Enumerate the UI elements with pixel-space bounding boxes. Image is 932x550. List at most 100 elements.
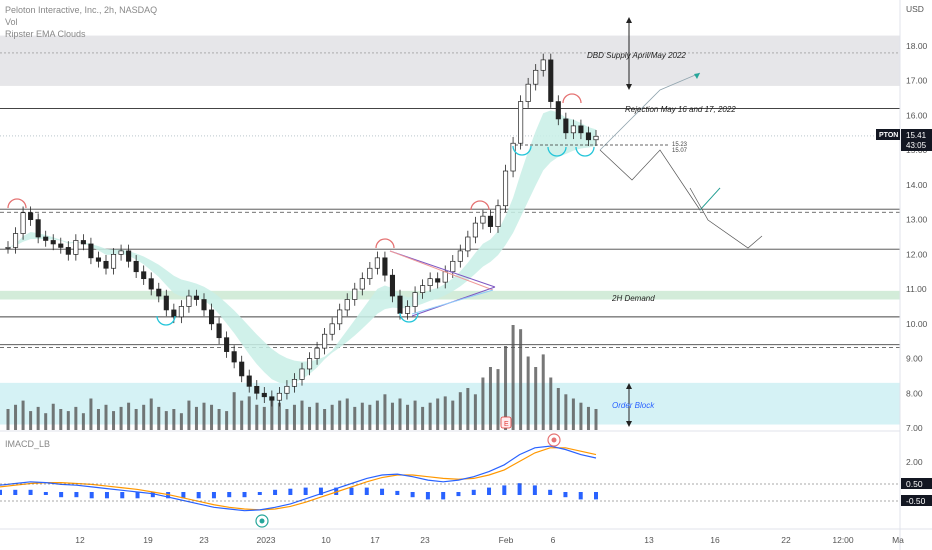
candle [533, 69, 539, 85]
macd-hist-bar [257, 492, 262, 495]
volume-bar [217, 409, 221, 430]
candle [231, 351, 237, 363]
levels-layer [0, 52, 900, 349]
candle [525, 83, 531, 102]
macd-hist-bar [227, 492, 232, 498]
zones-layer [0, 35, 900, 425]
volume-bar [579, 402, 583, 430]
order-block-label: Order Block [612, 401, 655, 410]
candle [593, 135, 599, 141]
price-tick: 17.00 [906, 76, 928, 86]
macd-indicator-label[interactable]: IMACD_LB [5, 439, 50, 449]
macd-hist-bar [548, 489, 553, 495]
candle [261, 392, 267, 398]
time-tick: 13 [644, 535, 654, 545]
macd-axis[interactable]: 2.00 0.50 -0.50 [901, 457, 932, 506]
time-tick: 12:00 [832, 535, 854, 545]
svg-text:E: E [504, 421, 509, 428]
candle [269, 396, 275, 401]
macd-hist-bar [59, 492, 64, 498]
macd-hist-bar [563, 492, 568, 498]
chart-title[interactable]: Peloton Interactive, Inc., 2h, NASDAQ [5, 5, 157, 15]
volume-indicator-label[interactable]: Vol [5, 17, 18, 27]
candle [43, 236, 49, 241]
volume-bar [134, 409, 138, 430]
volume-bar [6, 409, 10, 430]
candle [284, 385, 290, 394]
rejection-level-label: Rejection May 16 and 17, 2022 [625, 105, 736, 114]
earnings-marker[interactable]: E [500, 416, 512, 429]
candle [457, 250, 463, 262]
price-tick: 16.00 [906, 110, 928, 120]
macd-hist-bar [334, 487, 339, 495]
price-tag-a: 15.23 [672, 142, 688, 148]
supply-zone-label: DBD Supply April/May 2022 [587, 51, 686, 60]
time-axis[interactable]: 12 19 23 2023 10 17 23 Feb 6 13 16 22 12:00 Ma [75, 535, 904, 545]
demand-zone-label: 2H Demand [611, 294, 655, 303]
macd-hist-bar [456, 492, 461, 497]
time-tick: 17 [370, 535, 380, 545]
candle [563, 118, 569, 134]
macd-hist-bar [181, 492, 186, 499]
candle [58, 243, 64, 248]
candle [427, 278, 433, 286]
candle [548, 59, 554, 102]
candle [186, 295, 192, 307]
volume-bar [232, 392, 236, 430]
candle [216, 323, 222, 339]
macd-tick-bg [901, 478, 932, 489]
triangle-pattern [389, 250, 496, 317]
volume-bar [240, 400, 244, 430]
price-tick: 7.00 [906, 423, 923, 433]
price-tick: 14.00 [906, 180, 928, 190]
macd-hist-bar [441, 492, 446, 500]
macd-line [0, 445, 597, 512]
candle [103, 260, 109, 269]
volume-bar [202, 402, 206, 430]
volume-bar [315, 402, 319, 430]
countdown-label: 43:05 [906, 141, 927, 150]
macd-hist-bar [364, 487, 369, 495]
price-tag-b: 15.07 [672, 148, 688, 154]
candle [20, 212, 26, 234]
volume-bar [44, 413, 48, 430]
macd-hist-bar [502, 485, 507, 495]
volume-bar [89, 398, 93, 430]
volume-bar [375, 400, 379, 430]
volume-bar [81, 413, 85, 430]
candle [389, 274, 396, 297]
volume-bar [345, 398, 349, 430]
macd-tick-bg [901, 495, 932, 506]
volume-bar [172, 409, 176, 430]
price-tick: 10.00 [906, 319, 928, 329]
volume-bar [194, 406, 198, 430]
time-tick: 2023 [257, 535, 276, 545]
volume-bar [549, 377, 553, 430]
candle [578, 125, 584, 134]
candle [118, 250, 124, 255]
volume-bar [247, 396, 251, 430]
macd-tick: 0.50 [906, 479, 923, 489]
volume-bar [262, 406, 266, 430]
candle [352, 288, 358, 300]
candle [570, 125, 576, 134]
volume-bar [519, 329, 523, 430]
volume-bar [127, 402, 131, 430]
projection-path [599, 72, 763, 249]
time-tick: 23 [420, 535, 430, 545]
ema-cloud-indicator-label[interactable]: Ripster EMA Clouds [5, 29, 86, 39]
volume-bar [496, 369, 500, 430]
volume-bar [104, 404, 108, 430]
volume-bar [51, 403, 55, 430]
volume-bar [59, 409, 63, 430]
candle [148, 278, 154, 290]
candle [178, 306, 184, 318]
candle [35, 219, 41, 238]
candle [404, 306, 411, 314]
candle [5, 247, 11, 249]
time-tick: 6 [551, 535, 556, 545]
macd-hist-bar [28, 489, 33, 495]
candle [465, 236, 471, 252]
ticker-label: PTON [879, 132, 898, 139]
